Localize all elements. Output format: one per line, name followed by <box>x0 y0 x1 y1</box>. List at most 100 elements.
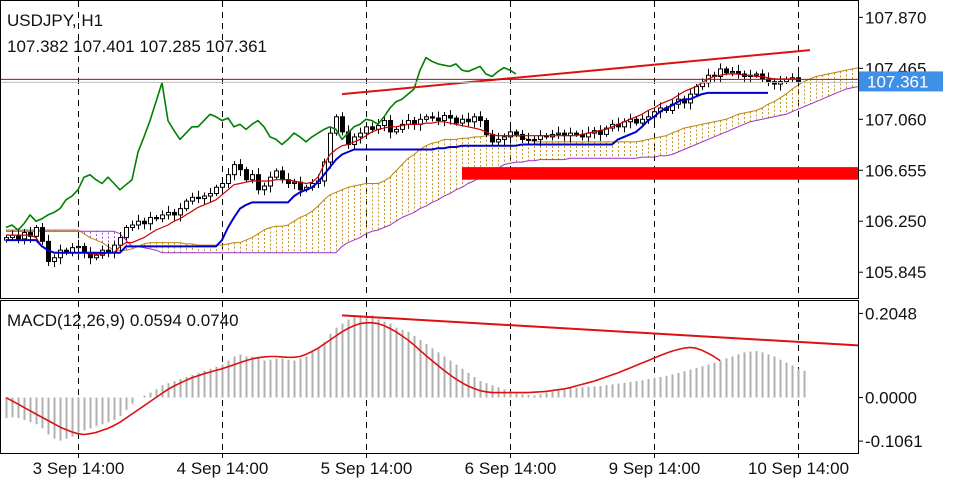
candle-bull <box>202 195 207 200</box>
candle-bull <box>262 185 267 191</box>
candle-bull <box>604 127 609 135</box>
symbol-title: USDJPY, H1 <box>7 11 103 30</box>
candle-bull <box>730 70 735 74</box>
macd-panel: 0.2048 0.0000 -0.1061 MACD(12,26,9) 0.0594… <box>0 300 923 454</box>
candle-bull <box>190 196 195 202</box>
candle-bull <box>526 138 531 141</box>
candle-bear <box>340 116 345 133</box>
candle-bull <box>58 249 63 259</box>
candle-bull <box>460 118 465 124</box>
current-price-tag-bg <box>859 71 943 92</box>
candle-bear <box>466 118 471 123</box>
price-axis-label: 106.250 <box>865 212 926 231</box>
candle-bull <box>640 118 645 124</box>
candle-bull <box>226 174 231 184</box>
candle-bull <box>328 132 333 163</box>
time-axis-label: 4 Sep 14:00 <box>177 459 269 478</box>
senkou-span-b-line <box>6 86 858 254</box>
candle-bull <box>424 116 429 120</box>
candle-bear <box>484 120 489 135</box>
candle-bull <box>502 136 507 140</box>
time-axis: 3 Sep 14:00 4 Sep 14:00 5 Sep 14:00 6 Sep 1… <box>33 453 849 478</box>
candle-bear <box>238 164 243 171</box>
candle-bull <box>124 227 129 239</box>
kijun-sen-line <box>6 91 768 254</box>
candle-bull <box>718 68 723 78</box>
macd-panel-frame <box>0 300 859 454</box>
time-axis-label: 5 Sep 14:00 <box>321 459 413 478</box>
senkou-span-a-line <box>6 67 858 251</box>
candle-bear <box>172 211 177 216</box>
candle-bull <box>556 132 561 135</box>
candle-bear <box>724 68 729 74</box>
price-axis-label: 107.870 <box>865 8 926 27</box>
candle-bull <box>694 86 699 95</box>
price-axis-label: 106.655 <box>865 161 926 180</box>
candle-bull <box>274 170 279 178</box>
candle-bull <box>136 220 141 226</box>
price-panel-frame <box>0 0 859 299</box>
ohlc-readout: 107.382 107.401 107.285 107.361 <box>7 37 267 56</box>
candle-bear <box>436 117 441 122</box>
candle-bull <box>364 126 369 134</box>
candle-bear <box>520 133 525 140</box>
candle-bull <box>148 216 153 225</box>
candle-bull <box>52 257 57 263</box>
candle-bull <box>34 227 39 237</box>
candle-bull <box>496 138 501 143</box>
macd-axis-label: -0.1061 <box>865 432 923 451</box>
candle-bear <box>454 117 459 124</box>
candle-bull <box>358 132 363 138</box>
support-zone <box>462 167 858 180</box>
macd-axis-label: 0.0000 <box>865 389 917 408</box>
candle-bull <box>178 208 183 216</box>
candle-bull <box>292 181 297 184</box>
candle-bull <box>160 214 165 220</box>
candle-bull <box>382 120 387 127</box>
candle-bear <box>142 220 147 225</box>
time-axis-label: 6 Sep 14:00 <box>465 459 557 478</box>
candle-bull <box>508 131 513 138</box>
candle-bear <box>370 126 375 130</box>
candle-bear <box>40 227 45 242</box>
macd-axis-label: 0.2048 <box>865 304 917 323</box>
current-price-tag: 107.361 <box>859 71 943 92</box>
macd-label: MACD(12,26,9) 0.0594 0.0740 <box>7 311 239 330</box>
candle-bear <box>256 174 261 191</box>
current-price-label: 107.361 <box>867 72 928 91</box>
price-axis-label: 105.845 <box>865 263 926 282</box>
time-axis-label: 3 Sep 14:00 <box>33 459 125 478</box>
candle-bear <box>196 196 201 200</box>
candle-bull <box>214 186 219 195</box>
candle-bear <box>514 131 519 135</box>
candle-bear <box>448 115 453 119</box>
candle-bull <box>166 211 171 216</box>
candle-bear <box>28 232 33 237</box>
candle-bear <box>280 170 285 181</box>
candle-bull <box>76 245 81 249</box>
candle-bull <box>130 224 135 229</box>
candle-bull <box>400 123 405 130</box>
time-axis-label: 9 Sep 14:00 <box>609 459 701 478</box>
candle-bear <box>634 118 639 124</box>
macd-signal-line <box>5 321 721 436</box>
candle-bull <box>94 254 99 259</box>
macd-axis: 0.2048 0.0000 -0.1061 <box>858 304 923 451</box>
price-axis-label: 107.060 <box>865 110 926 129</box>
candle-bull <box>472 116 477 123</box>
candle-bull <box>442 115 447 122</box>
price-axis: 107.870107.465107.060106.655106.250105.8… <box>858 8 943 282</box>
candle-bear <box>478 116 483 122</box>
candle-bull <box>208 193 213 197</box>
candle-bull <box>334 116 339 134</box>
chikou-span-line <box>5 56 517 231</box>
time-axis-label: 10 Sep 14:00 <box>748 459 849 478</box>
candle-bear <box>154 216 159 220</box>
tenkan-sen-line <box>6 73 798 255</box>
resistance-trendline <box>341 49 811 96</box>
candle-bull <box>250 174 255 181</box>
candle-bear <box>574 132 579 135</box>
candle-bull <box>184 200 189 210</box>
candle-bull <box>754 73 759 76</box>
